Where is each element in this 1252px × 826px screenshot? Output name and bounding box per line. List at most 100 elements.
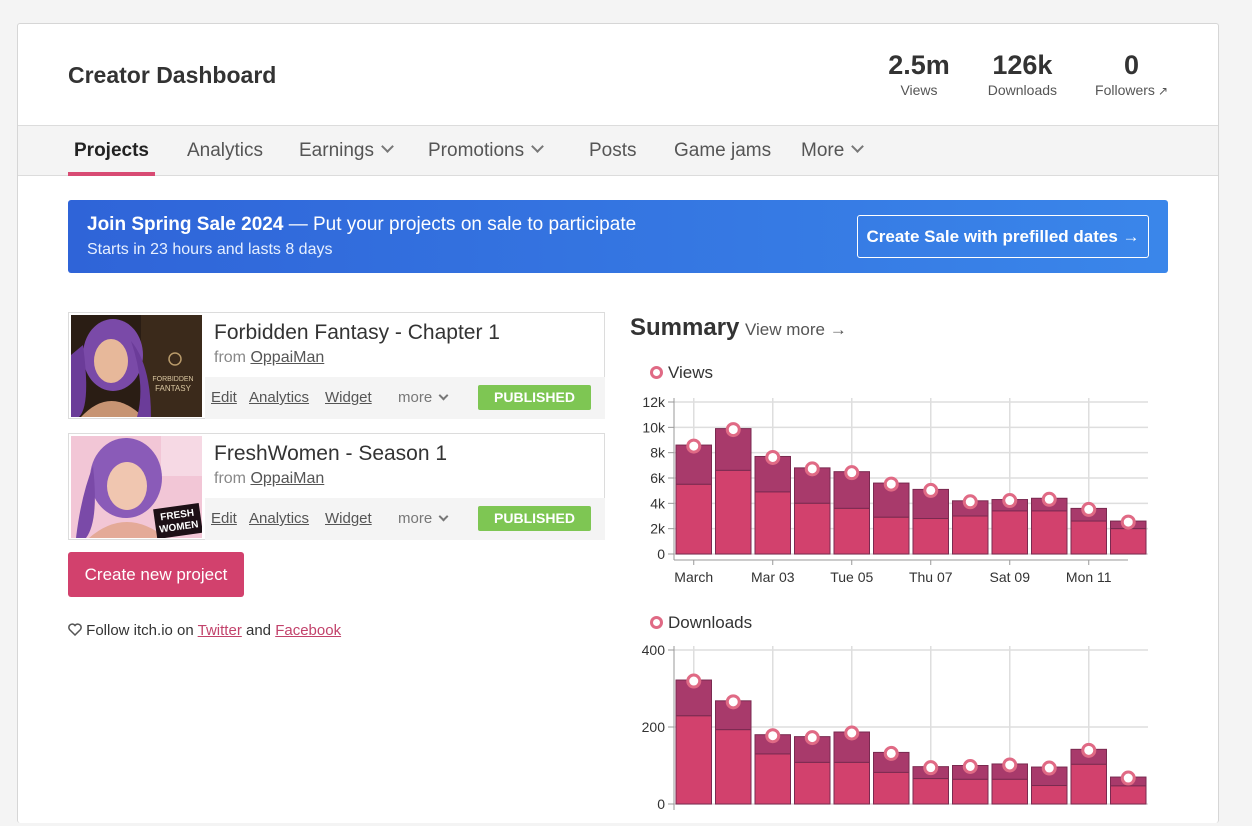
widget-link[interactable]: Widget <box>325 510 372 527</box>
data-point <box>1081 501 1097 517</box>
data-point <box>1041 760 1057 776</box>
project-title[interactable]: Forbidden Fantasy - Chapter 1 <box>214 321 500 344</box>
bar-lower <box>1110 785 1147 805</box>
data-point <box>962 759 978 774</box>
chevron-down-icon <box>381 140 394 153</box>
data-point <box>804 730 820 746</box>
more-label: more <box>398 389 433 406</box>
data-point <box>1041 491 1057 507</box>
x-tick-label: Tue 05 <box>830 569 873 585</box>
project-card: FORBIDDEN FANTASY Forbidden Fantasy - Ch… <box>68 312 605 419</box>
y-tick-label: 0 <box>657 796 665 812</box>
more-label: more <box>398 510 433 527</box>
y-tick-label: 8k <box>650 445 666 461</box>
analytics-link[interactable]: Analytics <box>249 389 310 406</box>
tab-posts[interactable]: Posts <box>589 126 637 175</box>
edit-link[interactable]: Edit <box>211 389 237 406</box>
bar-lower <box>952 515 989 555</box>
tab-analytics[interactable]: Analytics <box>187 126 263 175</box>
author-link[interactable]: OppaiMan <box>250 470 325 487</box>
followers-link[interactable]: Followers <box>1095 82 1155 98</box>
downloads-chart: 0 200 400 <box>642 642 1148 812</box>
stats-group: 2.5m Views 126k Downloads 0 Followers ↗ <box>850 50 1168 98</box>
y-tick-label: 12k <box>642 394 666 410</box>
twitter-link[interactable]: Twitter <box>197 622 242 639</box>
bar-lower <box>675 483 712 555</box>
more-dropdown[interactable]: more <box>398 510 449 527</box>
y-tick-label: 4k <box>650 495 666 511</box>
widget-link[interactable]: Widget <box>325 389 372 406</box>
tab-game-jams[interactable]: Game jams <box>674 126 771 175</box>
bar-lower <box>1031 510 1068 555</box>
page-title: Creator Dashboard <box>68 62 277 88</box>
create-sale-button[interactable]: Create Sale with prefilled dates → <box>857 215 1149 258</box>
views-chart: 0 2k 4k 6k 8k 10k 12k March Mar 03 Tue 05 Thu 07 Sa… <box>642 394 1148 585</box>
chevron-down-icon <box>438 511 449 522</box>
bar-lower <box>873 771 910 805</box>
dashboard-header: Creator Dashboard 2.5m Views 126k Downlo… <box>18 24 1218 125</box>
stat-label[interactable]: Followers ↗ <box>1095 82 1168 98</box>
project-actions: Edit Analytics Widget more PUBLISHED <box>205 377 605 419</box>
project-author: from OppaiMan <box>214 349 324 367</box>
bar-lower <box>754 753 791 805</box>
y-tick-label: 2k <box>650 521 666 537</box>
dashboard-panel: Creator Dashboard 2.5m Views 126k Downlo… <box>17 23 1219 823</box>
analytics-link[interactable]: Analytics <box>249 510 310 527</box>
bar-lower <box>794 502 831 555</box>
data-point <box>844 465 860 481</box>
data-point <box>1002 757 1018 773</box>
tab-label: Promotions <box>428 140 525 161</box>
thumbnail-text: FORBIDDEN <box>152 376 193 383</box>
project-thumbnail[interactable]: FORBIDDEN FANTASY <box>71 315 202 417</box>
author-link[interactable]: OppaiMan <box>250 349 325 366</box>
views-legend: Views <box>650 363 713 383</box>
tab-label: Projects <box>74 140 149 161</box>
bar-lower <box>833 761 870 805</box>
thumbnail-image: FRESH WOMEN <box>71 436 202 538</box>
follow-line: Follow itch.io on Twitter and Facebook <box>68 622 341 639</box>
data-point <box>804 461 820 477</box>
y-tick-label: 400 <box>642 642 666 658</box>
project-author: from OppaiMan <box>214 470 324 488</box>
thumbnail-text: FANTASY <box>155 384 192 393</box>
x-tick-label: March <box>674 569 713 585</box>
tab-promotions[interactable]: Promotions <box>428 126 544 175</box>
stat-value: 126k <box>992 50 1053 80</box>
bar-lower <box>991 778 1028 805</box>
tab-label: Posts <box>589 140 637 161</box>
sale-banner: Join Spring Sale 2024 — Put your project… <box>68 200 1168 273</box>
external-arrow-icon: ↗ <box>1157 84 1168 98</box>
bar-lower <box>1031 785 1068 805</box>
data-point <box>1002 493 1018 509</box>
nav-tabs: Projects Analytics Earnings Promotions P… <box>18 125 1218 176</box>
banner-headline: Join Spring Sale 2024 — Put your project… <box>87 214 636 236</box>
tab-earnings[interactable]: Earnings <box>299 126 394 175</box>
banner-title: Join Spring Sale 2024 <box>87 214 284 235</box>
data-point <box>1120 770 1136 786</box>
bar-lower <box>754 491 791 555</box>
data-point <box>686 673 702 689</box>
stat-followers[interactable]: 0 Followers ↗ <box>1095 50 1168 98</box>
more-dropdown[interactable]: more <box>398 389 449 406</box>
status-badge: PUBLISHED <box>478 385 591 410</box>
tab-label: More <box>801 140 845 161</box>
bar-lower <box>794 761 831 805</box>
from-label: from <box>214 349 246 366</box>
tab-more[interactable]: More <box>801 126 865 175</box>
view-more-link[interactable]: View more → <box>745 320 847 339</box>
edit-link[interactable]: Edit <box>211 510 237 527</box>
banner-starts: Starts <box>87 241 129 258</box>
tab-projects[interactable]: Projects <box>68 126 155 176</box>
follow-and: and <box>246 622 272 639</box>
create-project-button[interactable]: Create new project <box>68 552 244 597</box>
downloads-legend: Downloads <box>650 613 752 633</box>
project-thumbnail[interactable]: FRESH WOMEN <box>71 436 202 538</box>
facebook-link[interactable]: Facebook <box>275 622 342 639</box>
bar-lower <box>715 729 752 805</box>
data-point <box>962 494 978 510</box>
project-title[interactable]: FreshWomen - Season 1 <box>214 442 448 465</box>
x-tick-label: Mon 11 <box>1066 569 1112 585</box>
y-tick-label: 200 <box>642 719 666 735</box>
project-card: FRESH WOMEN FreshWomen - Season 1 from O… <box>68 433 605 540</box>
status-badge: PUBLISHED <box>478 506 591 531</box>
